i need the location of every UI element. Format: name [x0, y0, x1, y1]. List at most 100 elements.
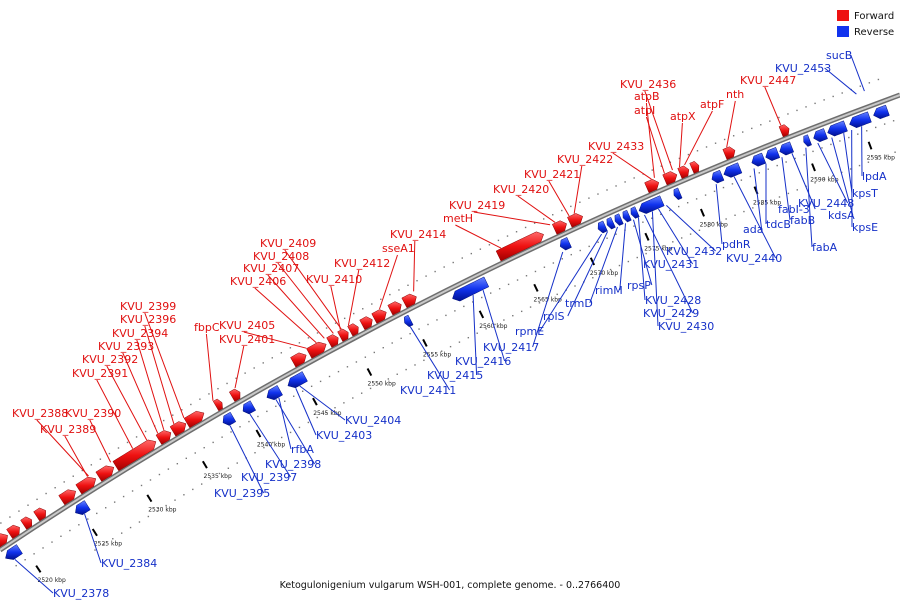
guide-dot	[113, 501, 116, 503]
guide-dot	[704, 194, 707, 196]
forward-gene-arrow	[644, 179, 660, 194]
reverse-gene-arrow	[452, 276, 490, 302]
guide-dot	[108, 452, 111, 455]
guide-dot	[275, 405, 277, 408]
reverse-gene-label: pdhR	[722, 238, 751, 251]
forward-leader	[243, 331, 307, 349]
guide-dot	[81, 469, 83, 472]
forward-gene-label: KVU_2399	[120, 300, 176, 313]
guide-dot	[105, 507, 107, 509]
reverse-gene-label: kpsT	[852, 187, 878, 200]
guide-dot	[87, 518, 89, 520]
guide-dot	[794, 157, 796, 160]
guide-dot	[45, 492, 47, 495]
guide-dot	[138, 521, 141, 523]
guide-dot	[416, 279, 418, 282]
forward-gene-arrow	[662, 171, 678, 186]
guide-dot	[382, 347, 384, 349]
reverse-gene-label: KVU_2428	[645, 294, 701, 307]
guide-dot	[497, 239, 500, 242]
reverse-leader	[275, 399, 316, 465]
guide-dot	[520, 310, 523, 313]
guide-dot	[149, 479, 152, 481]
forward-leader	[413, 240, 416, 292]
guide-dot	[387, 378, 390, 380]
reverse-gene-label: KVU_2432	[666, 245, 722, 258]
reverse-leader	[84, 513, 102, 564]
reverse-leader	[249, 413, 292, 478]
tick-mark	[146, 494, 153, 503]
guide-dot	[244, 372, 246, 374]
forward-gene-arrow	[778, 124, 790, 138]
forward-gene-arrow	[337, 328, 349, 342]
guide-dot	[280, 352, 283, 354]
reverse-gene-arrow	[723, 162, 743, 178]
guide-dot	[506, 235, 509, 237]
guide-dot	[867, 161, 870, 163]
reverse-gene-arrow	[287, 371, 308, 389]
reverse-gene-arrow	[673, 187, 683, 200]
forward-gene-label: KVU_2393	[98, 340, 154, 353]
forward-gene-label: KVU_2390	[65, 407, 121, 420]
guide-dot	[516, 279, 519, 281]
label-leader-lines	[14, 54, 865, 594]
guide-dot	[328, 375, 331, 378]
guide-dot	[678, 205, 680, 208]
guide-dot	[859, 85, 862, 87]
forward-gene-arrow	[371, 309, 387, 324]
guide-dot	[144, 430, 147, 433]
reverse-leader	[567, 231, 609, 317]
guide-dot	[185, 457, 187, 460]
guide-dot	[449, 345, 452, 348]
guide-dot	[405, 368, 407, 371]
guide-dot	[360, 392, 363, 394]
reverse-gene-arrow	[606, 216, 616, 230]
forward-leader	[726, 100, 736, 148]
guide-dot	[787, 192, 790, 195]
guide-dot	[353, 312, 355, 315]
guide-dot	[769, 120, 771, 122]
guide-dot	[839, 140, 841, 142]
legend-reverse-swatch	[837, 26, 849, 37]
guide-dot	[36, 498, 38, 501]
guide-dot	[325, 327, 328, 329]
guide-dot	[732, 135, 735, 137]
reverse-gene-label: kpsE	[852, 221, 878, 234]
reverse-gene-label: KVU_2448	[798, 197, 854, 210]
forward-gene-label: KVU_2401	[219, 333, 275, 346]
reverse-gene-arrow	[873, 104, 890, 120]
guide-dot	[633, 177, 635, 179]
guide-dot	[651, 169, 653, 171]
forward-leader	[144, 312, 185, 419]
forward-leader	[684, 110, 713, 166]
reverse-leader	[295, 388, 317, 436]
forward-gene-label: KVU_2407	[243, 262, 299, 275]
forward-gene-arrow	[567, 213, 584, 228]
reverse-gene-label: tdcB	[766, 218, 791, 231]
forward-gene-arrow	[228, 388, 241, 402]
forward-gene-label: sseA1	[382, 242, 415, 255]
forward-leader	[136, 339, 165, 430]
reverse-leader	[619, 223, 627, 291]
guide-dot	[606, 189, 608, 191]
forward-leader	[144, 325, 175, 424]
guide-dot	[877, 78, 880, 81]
guide-dot	[672, 241, 674, 243]
guide-dot	[874, 126, 877, 129]
kbp-ticks: 2520 kbp 2525 kbp 2530 kbp 2535 kbp 2540 kbp…	[35, 141, 895, 584]
guide-dot	[588, 245, 590, 248]
forward-gene-arrow	[689, 161, 700, 174]
forward-gene-arrow	[75, 476, 97, 495]
forward-gene-label: KVU_2394	[112, 327, 168, 340]
reverse-leader	[409, 326, 451, 391]
forward-gene-label: KVU_2447	[740, 74, 796, 87]
guide-dot	[751, 127, 753, 130]
guide-dot	[512, 314, 514, 317]
guide-dot	[24, 559, 26, 561]
reverse-leader	[817, 142, 849, 204]
guide-dot	[254, 452, 256, 454]
forward-gene-label: atpI	[634, 104, 655, 117]
guide-dot	[615, 233, 617, 235]
axis-highlight	[0, 94, 900, 551]
guide-dot	[445, 314, 447, 317]
